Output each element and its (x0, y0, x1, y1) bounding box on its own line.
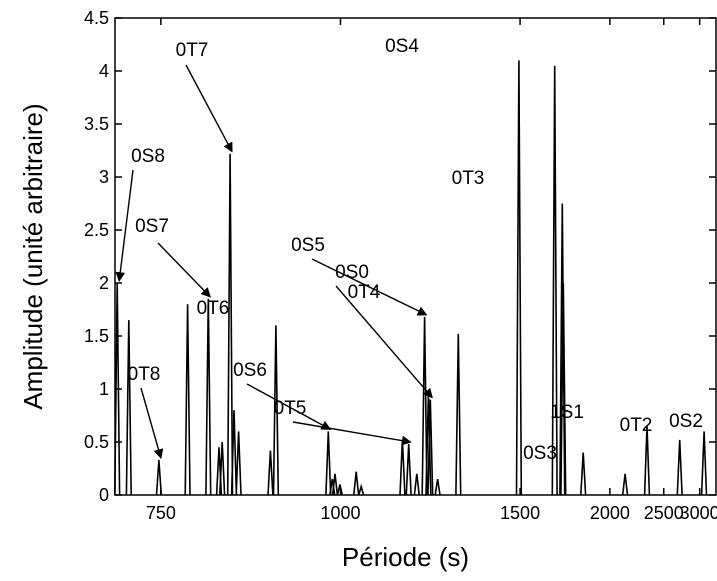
annotation-arrow (335, 285, 433, 399)
y-tick-label: 0 (99, 485, 109, 505)
spectral-peak (358, 483, 365, 496)
x-tick-label: 3000 (680, 503, 717, 523)
plot-marks (114, 60, 708, 496)
y-tick-label: 3.5 (84, 114, 109, 134)
annotation-label: 0T5 (274, 398, 307, 419)
spectral-peak (230, 410, 238, 496)
x-tick-label: 2500 (644, 503, 684, 523)
annotation-label: 0T2 (620, 415, 653, 436)
annotation-label: 0S4 (385, 36, 419, 57)
y-tick-label: 2 (99, 273, 109, 293)
annotation-label: 0S8 (131, 146, 165, 167)
annotation-arrow (311, 258, 428, 316)
spectral-peak (427, 399, 434, 496)
spectral-peak (413, 473, 420, 496)
y-tick-label: 1.5 (84, 326, 109, 346)
spectral-peak (551, 65, 558, 496)
y-axis: 0 0.5 1 1.5 2 2.5 3 3.5 4 4.5 (84, 8, 716, 505)
annotation-arrow (140, 387, 164, 459)
spectral-peak (643, 426, 651, 496)
annotation-arrow (157, 242, 211, 298)
spectral-peak (272, 325, 280, 496)
annotation-arrow (115, 169, 134, 282)
spectral-peak (455, 333, 462, 496)
x-tick-label: 1000 (320, 503, 360, 523)
spectral-peak (205, 298, 212, 496)
annotation-label: 0S7 (135, 216, 169, 237)
x-tick-label: 2000 (590, 503, 630, 523)
spectral-peak (434, 478, 441, 496)
y-tick-label: 2.5 (84, 220, 109, 240)
annotation-label: 0T3 (452, 168, 485, 189)
spectral-peak (155, 459, 163, 496)
spectral-peak (325, 431, 332, 496)
spectral-peak (515, 60, 523, 496)
spectral-peak (560, 282, 567, 496)
y-tick-label: 4 (99, 61, 109, 81)
spectral-peak (353, 471, 360, 496)
spectral-peak (421, 316, 428, 496)
annotation-label: 0T4 (348, 282, 381, 303)
spectral-peak (184, 304, 191, 496)
spectral-peak (226, 153, 234, 496)
annotation-arrow (246, 383, 332, 431)
spectral-peak (621, 473, 629, 496)
spectral-peak (336, 484, 344, 496)
annotation-label: 0S2 (669, 411, 703, 432)
spectral-peak (700, 431, 708, 496)
y-tick-label: 0.5 (84, 432, 109, 452)
annotation-label: 0T7 (176, 40, 209, 61)
annotation-label: 0S6 (233, 360, 267, 381)
annotation-label: 0S0 (335, 262, 369, 283)
spectral-peak (219, 441, 226, 496)
spectral-peak (399, 439, 406, 496)
x-tick-label: 1500 (500, 503, 540, 523)
annotation-label: 0S3 (523, 443, 557, 464)
spectral-peak (267, 450, 274, 496)
annotation-arrow (292, 421, 412, 446)
spectral-peak (405, 444, 412, 496)
annotation-label: 1S1 (550, 402, 584, 423)
x-axis-title: Période (s) (342, 542, 469, 572)
annotation-label: 0T6 (197, 298, 230, 319)
spectral-peak (580, 452, 587, 496)
spectral-peak (235, 431, 242, 496)
annotation-label: 0S5 (291, 235, 325, 256)
spectral-peak (125, 320, 132, 496)
y-tick-label: 3 (99, 167, 109, 187)
annotation-label: 0T8 (128, 364, 161, 385)
plot-frame (114, 17, 717, 496)
spectral-peak (676, 439, 683, 496)
spectral-peak (331, 473, 339, 496)
y-tick-label: 1 (99, 379, 109, 399)
annotation-arrow (185, 64, 233, 153)
y-axis-title: Amplitude (unité arbitraire) (18, 103, 48, 409)
x-tick-label: 750 (146, 503, 176, 523)
y-tick-label: 4.5 (84, 8, 109, 28)
